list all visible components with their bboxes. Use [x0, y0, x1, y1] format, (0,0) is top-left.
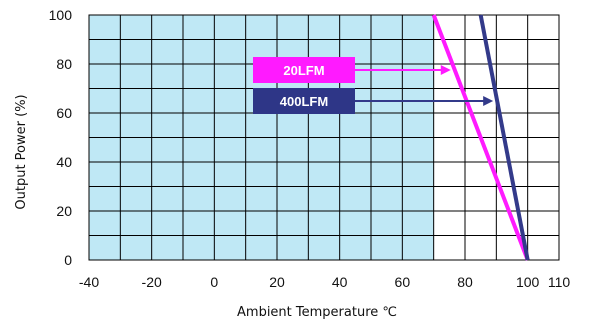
y-axis-title: Output Power (%): [14, 94, 29, 209]
y-tick-label: 60: [56, 105, 72, 121]
y-tick-labels: 0 20 40 60 80 100: [49, 7, 73, 268]
x-tick-label: 110: [548, 274, 571, 290]
y-tick-label: 80: [56, 56, 72, 72]
y-tick-label: 0: [64, 252, 72, 268]
legend: 20LFM 400LFM: [253, 57, 494, 114]
y-tick-label: 40: [56, 154, 72, 170]
y-tick-label: 20: [56, 203, 72, 219]
x-tick-label: 40: [332, 274, 348, 290]
series-lines: [431, 14, 530, 261]
x-tick-label: 100: [516, 274, 540, 290]
series-line-20lfm: [431, 14, 530, 261]
x-tick-label: -20: [142, 274, 162, 290]
plot-border: [88, 14, 560, 261]
x-tick-label: 20: [269, 274, 285, 290]
x-tick-label: -40: [79, 274, 99, 290]
x-tick-label: 60: [395, 274, 411, 290]
series-line-400lfm: [478, 14, 530, 261]
grid-lines: [89, 15, 559, 260]
legend-label: 20LFM: [283, 63, 324, 78]
x-tick-label: 80: [457, 274, 473, 290]
y-tick-label: 100: [49, 7, 73, 23]
legend-arrow-head: [483, 96, 494, 106]
legend-label: 400LFM: [280, 94, 328, 109]
legend-item-20lfm: 20LFM: [253, 57, 451, 83]
x-axis-title: Ambient Temperature ℃: [237, 305, 397, 320]
x-tick-label: 0: [210, 274, 218, 290]
legend-item-400lfm: 400LFM: [253, 88, 494, 114]
legend-box: [253, 57, 355, 83]
legend-arrow-head: [440, 65, 451, 75]
x-tick-labels: -40 -20 0 20 40 60 80 100 110: [79, 274, 570, 290]
legend-box: [253, 88, 355, 114]
